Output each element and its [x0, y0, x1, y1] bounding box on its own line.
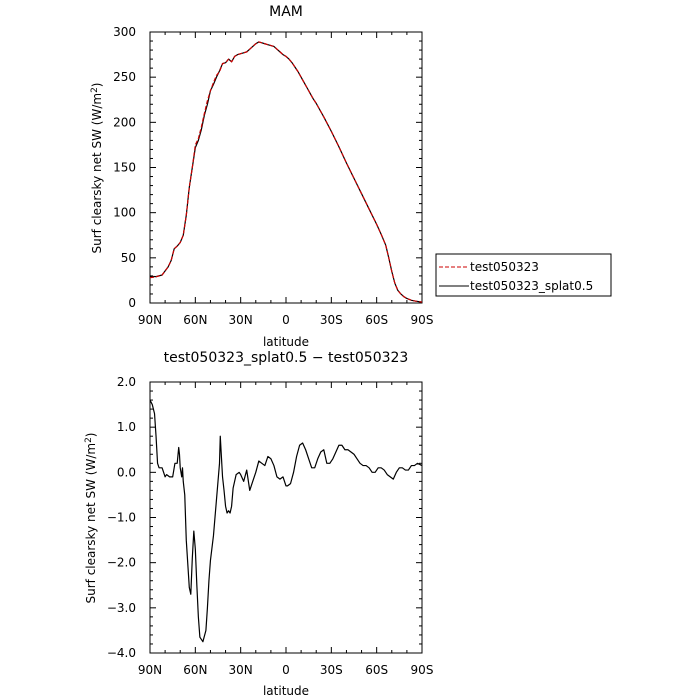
top-x-tick-label: 0	[282, 313, 290, 327]
top-y-ticks: 0 50 100 150 200 250 300	[113, 25, 422, 310]
bottom-x-tick-label: 60S	[365, 663, 388, 677]
bottom-x-tick-label: 60N	[183, 663, 207, 677]
bottom-y-tick-label: −3.0	[107, 601, 136, 615]
top-y-tick-label: 250	[113, 70, 136, 84]
bottom-x-tick-label: 90S	[411, 663, 434, 677]
bottom-chart-title: test050323_splat0.5 − test050323	[164, 350, 409, 366]
bottom-x-axis-label: latitude	[263, 684, 309, 698]
top-y-tick-label: 100	[113, 206, 136, 220]
top-y-tick-label: 300	[113, 25, 136, 39]
legend: test050323 test050323_splat0.5	[435, 253, 612, 297]
top-series-line-1	[149, 41, 423, 303]
bottom-y-ticks: −4.0 −3.0 −2.0 −1.0 0.0 1.0 2.0	[107, 375, 422, 660]
top-y-tick-label: 200	[113, 115, 136, 129]
bottom-y-tick-label: 0.0	[117, 465, 136, 479]
legend-label-test050323: test050323	[470, 260, 539, 274]
top-x-tick-label: 30N	[229, 313, 253, 327]
top-x-axis-label: latitude	[263, 335, 309, 349]
bottom-y-tick-label: 2.0	[117, 375, 136, 389]
bottom-y-tick-label: 1.0	[117, 420, 136, 434]
legend-label-test050323-splat: test050323_splat0.5	[470, 279, 593, 293]
bottom-series-line-0	[149, 399, 423, 643]
bottom-x-tick-label: 0	[282, 663, 290, 677]
top-y-tick-label: 0	[128, 296, 136, 310]
bottom-y-axis-label: Surf clearsky net SW (W/m2)	[84, 433, 98, 604]
top-y-axis-label: Surf clearsky net SW (W/m2)	[90, 83, 104, 254]
top-x-tick-label: 60S	[365, 313, 388, 327]
bottom-x-tick-label: 90N	[138, 663, 162, 677]
top-x-tick-label: 60N	[183, 313, 207, 327]
top-x-tick-label: 30S	[320, 313, 343, 327]
top-y-tick-label: 50	[121, 251, 136, 265]
bottom-x-tick-label: 30N	[229, 663, 253, 677]
top-chart-title: MAM	[269, 4, 303, 20]
bottom-y-tick-label: −4.0	[107, 646, 136, 660]
top-x-tick-label: 90N	[138, 313, 162, 327]
bottom-plot-frame	[149, 381, 423, 654]
bottom-y-tick-label: −2.0	[107, 556, 136, 570]
bottom-panel: test050323_splat0.5 − test050323 −4.0 −3.…	[84, 350, 433, 698]
top-x-tick-label: 90S	[411, 313, 434, 327]
top-series-lines	[149, 41, 423, 303]
bottom-series-lines	[149, 399, 423, 643]
top-plot-frame	[149, 31, 423, 304]
bottom-x-ticks: 90N 60N 30N 0 30S 60S 90S	[138, 382, 434, 677]
bottom-y-tick-label: −1.0	[107, 511, 136, 525]
top-x-ticks: 90N 60N 30N 0 30S 60S 90S	[138, 32, 434, 327]
top-series-line-0	[149, 41, 423, 303]
legend-box	[435, 253, 612, 297]
bottom-x-tick-label: 30S	[320, 663, 343, 677]
top-y-tick-label: 150	[113, 161, 136, 175]
